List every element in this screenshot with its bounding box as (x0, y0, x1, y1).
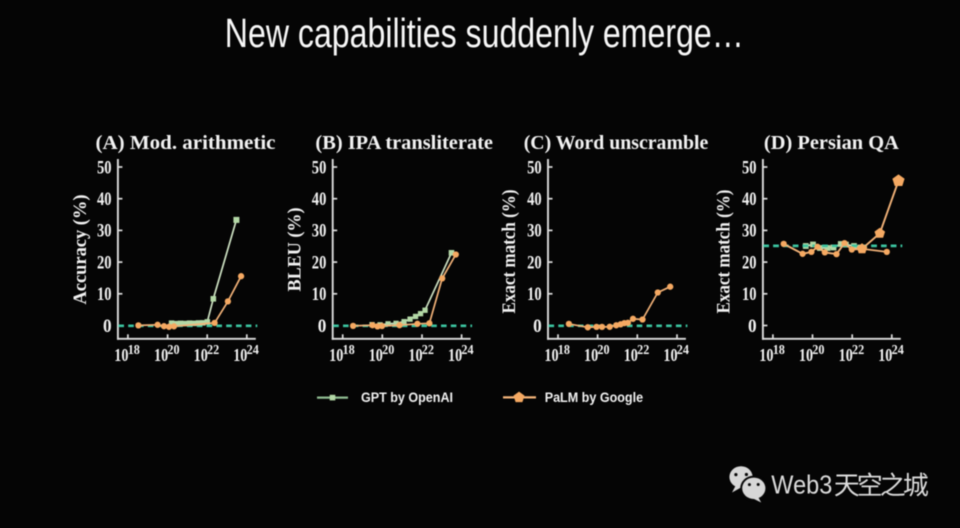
svg-text:New capabilities suddenly emer: New capabilities suddenly emerge… (225, 10, 744, 56)
svg-text:10: 10 (759, 345, 773, 365)
svg-text:0: 0 (103, 317, 112, 337)
svg-text:PaLM by Google: PaLM by Google (545, 390, 644, 405)
svg-text:Exact match (%): Exact match (%) (499, 190, 520, 314)
svg-text:(B) IPA transliterate: (B) IPA transliterate (315, 132, 493, 154)
svg-text:20: 20 (812, 342, 825, 357)
svg-text:10: 10 (114, 345, 128, 365)
svg-text:GPT by OpenAI: GPT by OpenAI (361, 390, 453, 405)
svg-text:18: 18 (558, 342, 571, 357)
svg-text:10: 10 (527, 285, 542, 305)
svg-text:18: 18 (343, 342, 356, 357)
svg-text:(D) Persian QA: (D) Persian QA (764, 132, 899, 154)
svg-text:40: 40 (312, 190, 327, 210)
svg-text:22: 22 (422, 342, 435, 357)
svg-text:18: 18 (128, 342, 141, 357)
svg-text:10: 10 (839, 345, 853, 365)
svg-text:10: 10 (878, 345, 892, 365)
svg-text:24: 24 (461, 342, 474, 357)
svg-text:0: 0 (748, 317, 757, 337)
svg-text:40: 40 (527, 190, 542, 210)
svg-text:40: 40 (742, 190, 757, 210)
svg-text:10: 10 (369, 345, 383, 365)
svg-text:50: 50 (742, 158, 757, 178)
svg-text:10: 10 (624, 345, 638, 365)
svg-text:20: 20 (742, 253, 757, 273)
svg-text:(A) Mod. arithmetic: (A) Mod. arithmetic (96, 132, 276, 154)
svg-text:10: 10 (97, 285, 112, 305)
svg-text:10: 10 (742, 285, 757, 305)
svg-text:10: 10 (663, 345, 677, 365)
svg-text:10: 10 (312, 285, 327, 305)
svg-text:50: 50 (97, 158, 112, 178)
svg-text:24: 24 (892, 342, 905, 357)
svg-text:0: 0 (533, 317, 542, 337)
svg-text:Web3: Web3 (771, 470, 832, 500)
svg-text:10: 10 (448, 345, 462, 365)
svg-text:20: 20 (97, 253, 112, 273)
svg-text:0: 0 (318, 317, 327, 337)
svg-text:30: 30 (527, 222, 542, 242)
svg-text:10: 10 (154, 345, 168, 365)
svg-text:20: 20 (382, 342, 395, 357)
svg-text:40: 40 (97, 190, 112, 210)
svg-text:30: 30 (742, 222, 757, 242)
svg-text:Exact match (%): Exact match (%) (714, 190, 735, 314)
svg-text:10: 10 (194, 345, 208, 365)
svg-text:24: 24 (247, 342, 260, 357)
svg-text:10: 10 (408, 345, 422, 365)
svg-text:10: 10 (233, 345, 247, 365)
svg-text:22: 22 (207, 342, 220, 357)
svg-text:18: 18 (773, 342, 786, 357)
svg-text:50: 50 (527, 158, 542, 178)
svg-text:30: 30 (97, 222, 112, 242)
svg-text:22: 22 (637, 342, 650, 357)
svg-text:20: 20 (167, 342, 180, 357)
svg-text:20: 20 (312, 253, 327, 273)
svg-text:20: 20 (527, 253, 542, 273)
svg-text:10: 10 (584, 345, 598, 365)
svg-text:30: 30 (312, 222, 327, 242)
svg-text:10: 10 (544, 345, 558, 365)
svg-text:24: 24 (677, 342, 690, 357)
svg-text:50: 50 (312, 158, 327, 178)
svg-text:10: 10 (329, 345, 343, 365)
svg-text:(C) Word unscramble: (C) Word unscramble (524, 132, 709, 154)
svg-text:BLEU (%): BLEU (%) (285, 208, 306, 292)
svg-text:10: 10 (799, 345, 813, 365)
svg-text:Accuracy (%): Accuracy (%) (70, 195, 91, 305)
svg-text:22: 22 (852, 342, 865, 357)
svg-text:20: 20 (597, 342, 610, 357)
